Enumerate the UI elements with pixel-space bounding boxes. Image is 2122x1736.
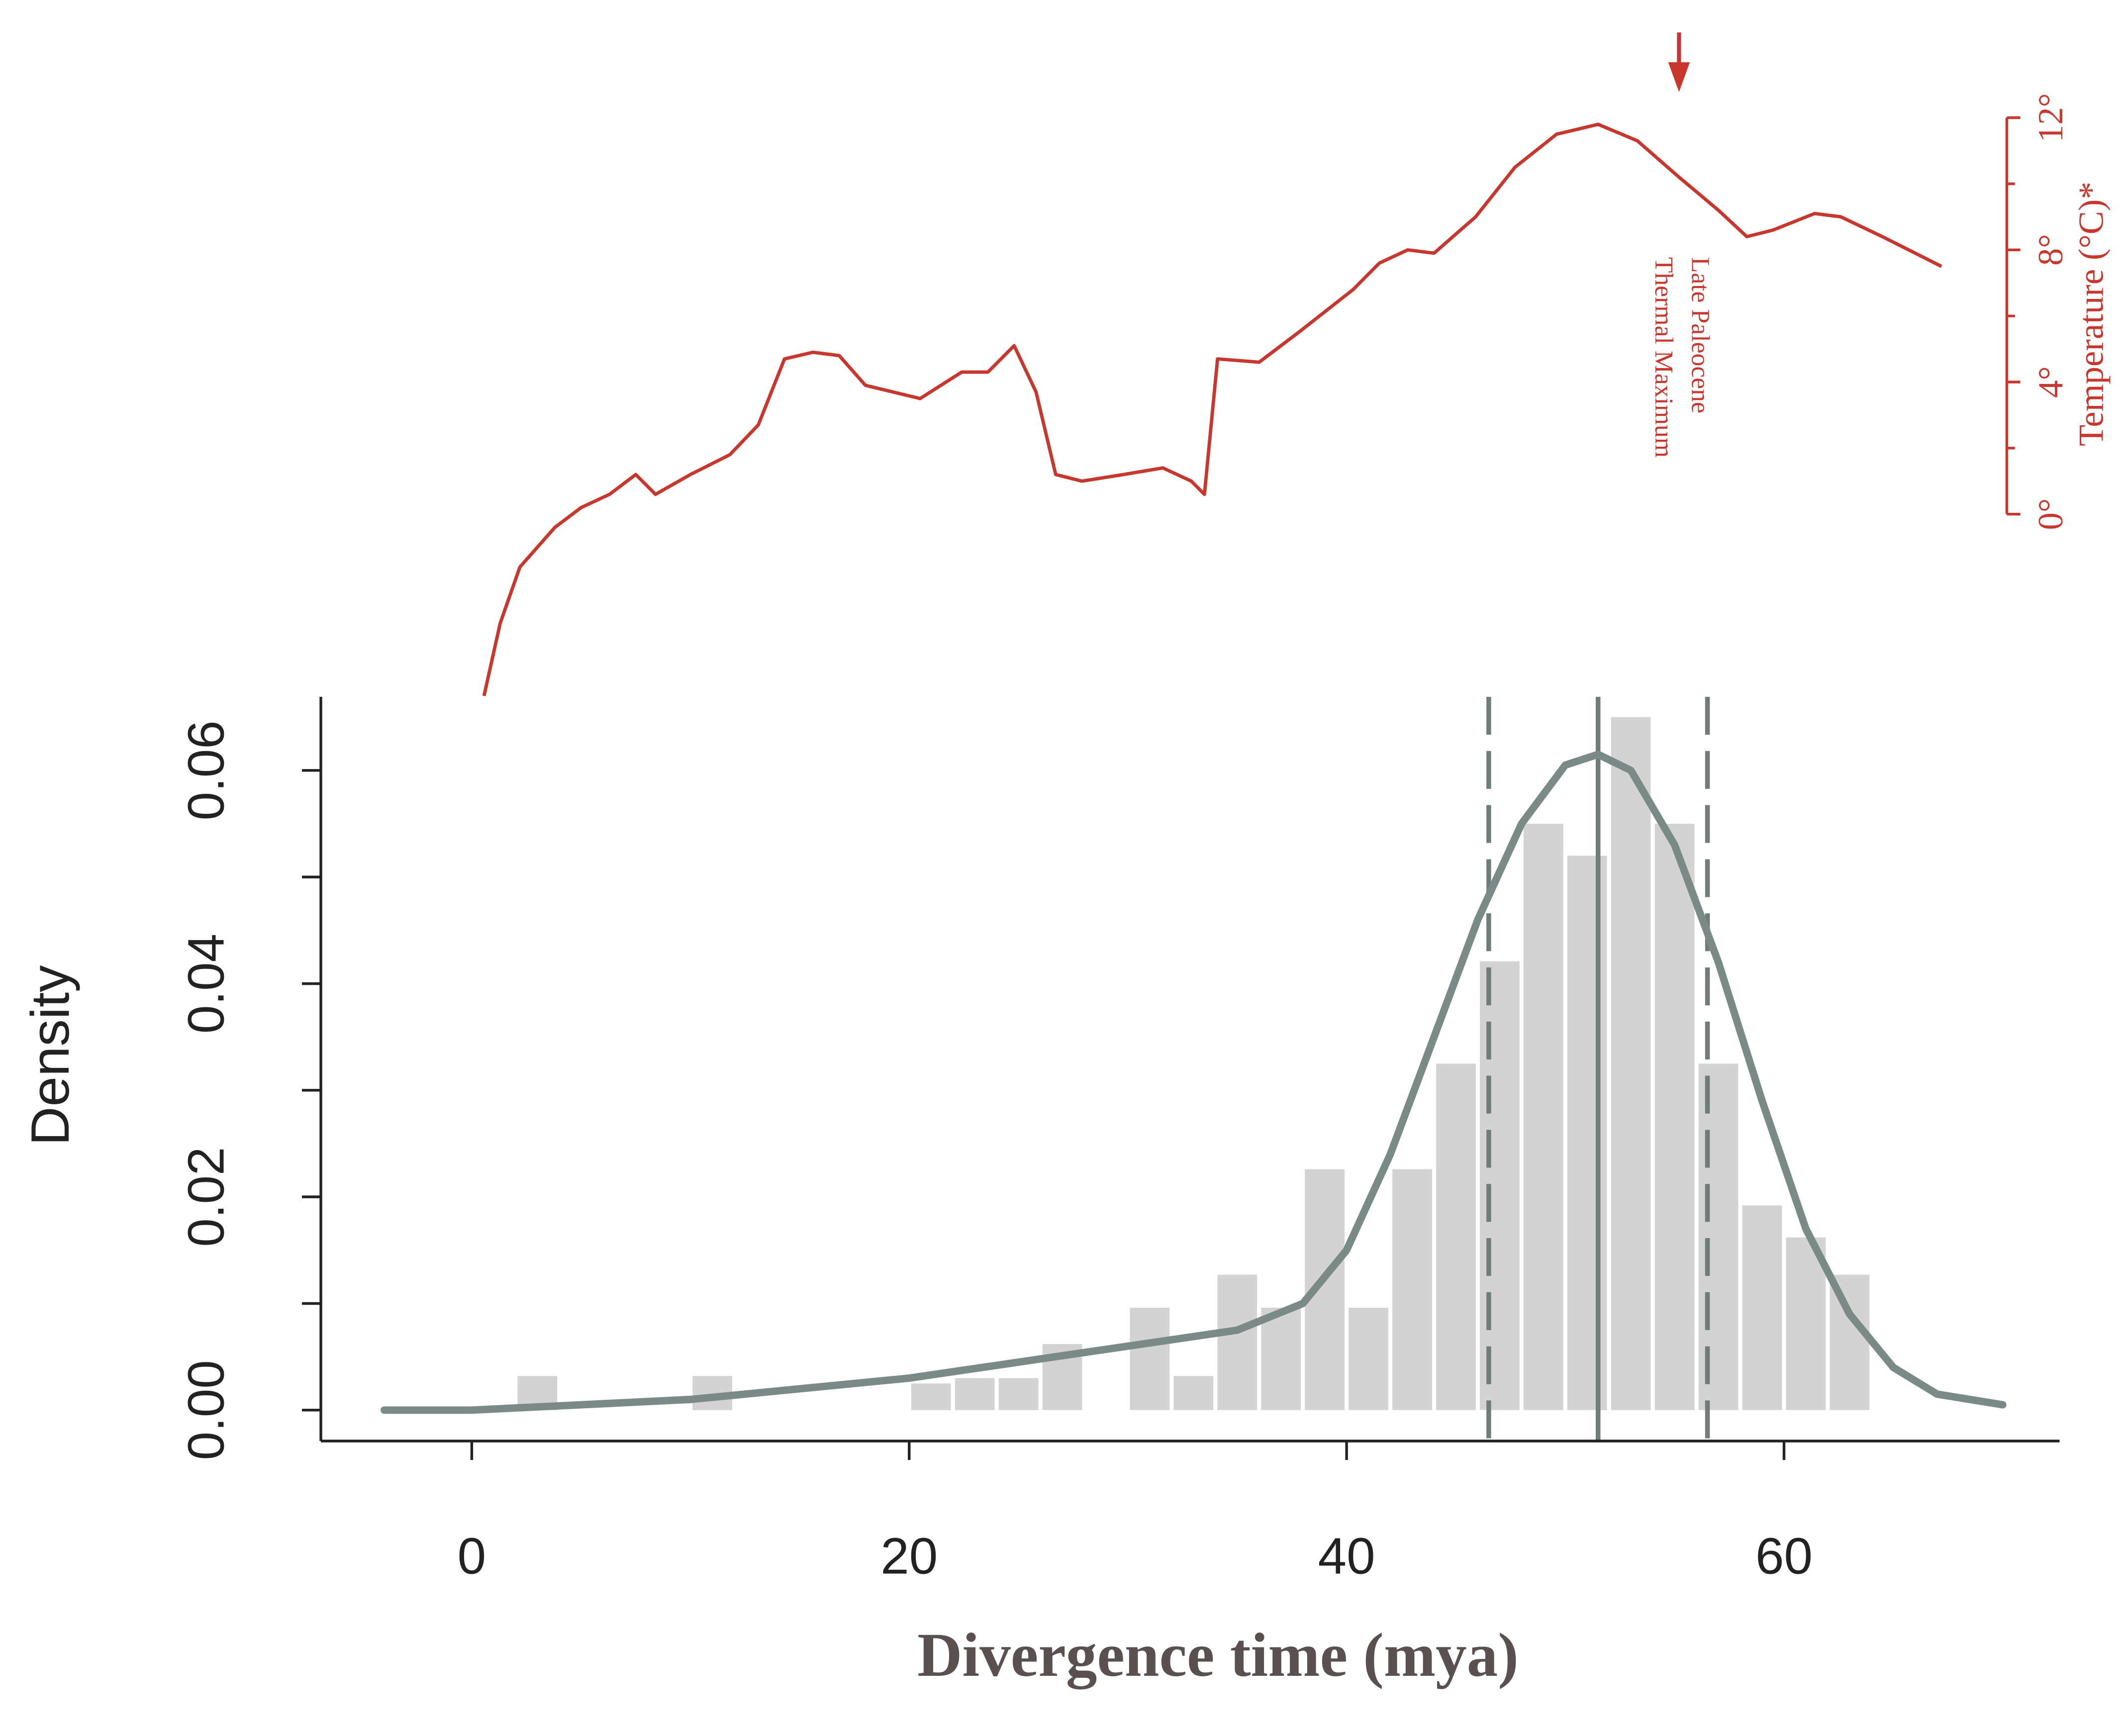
y2-axis-label: Temperature (°C)*	[2072, 182, 2111, 446]
y-tick-label: 0.02	[177, 1147, 234, 1247]
x-tick-label: 40	[1318, 1527, 1375, 1585]
bar	[911, 1383, 951, 1410]
bar	[1786, 1237, 1826, 1410]
bar	[1261, 1308, 1301, 1410]
x-tick-label: 20	[880, 1527, 938, 1585]
x-tick-label: 0	[458, 1527, 486, 1585]
bar	[1173, 1376, 1214, 1410]
bar	[998, 1378, 1039, 1410]
annotation-text: Late Paleocene	[1686, 257, 1715, 413]
x-tick-label: 60	[1755, 1527, 1813, 1585]
y-tick-label: 0.00	[177, 1360, 234, 1460]
y-tick-label: 0.06	[177, 720, 234, 820]
bar	[1392, 1169, 1432, 1410]
y2-tick-label: 0°	[2031, 498, 2070, 530]
bar	[1742, 1205, 1782, 1410]
y-axis-label: Density	[20, 965, 81, 1146]
bar	[1436, 1063, 1476, 1410]
bar	[1523, 823, 1563, 1410]
bar	[1130, 1308, 1170, 1410]
y2-tick-label: 12°	[2031, 93, 2070, 142]
bar	[1611, 717, 1651, 1410]
bar	[1217, 1274, 1257, 1410]
y2-tick-label: 8°	[2031, 234, 2070, 266]
density-curve	[381, 751, 2007, 1414]
annotation-text: Thermal Maximum	[1649, 257, 1678, 458]
bar	[1349, 1308, 1389, 1410]
temperature-line	[482, 122, 1942, 696]
bar	[955, 1378, 995, 1410]
annotation-arrowhead	[1668, 62, 1690, 92]
bar	[1698, 1063, 1738, 1410]
y2-tick-label: 4°	[2031, 366, 2070, 398]
bar	[1480, 961, 1520, 1410]
bar	[1567, 856, 1607, 1410]
x-axis-label: Divergence time (mya)	[917, 1621, 1519, 1690]
bar	[1830, 1274, 1870, 1410]
y-tick-label: 0.04	[177, 934, 234, 1034]
bar	[1654, 823, 1695, 1410]
